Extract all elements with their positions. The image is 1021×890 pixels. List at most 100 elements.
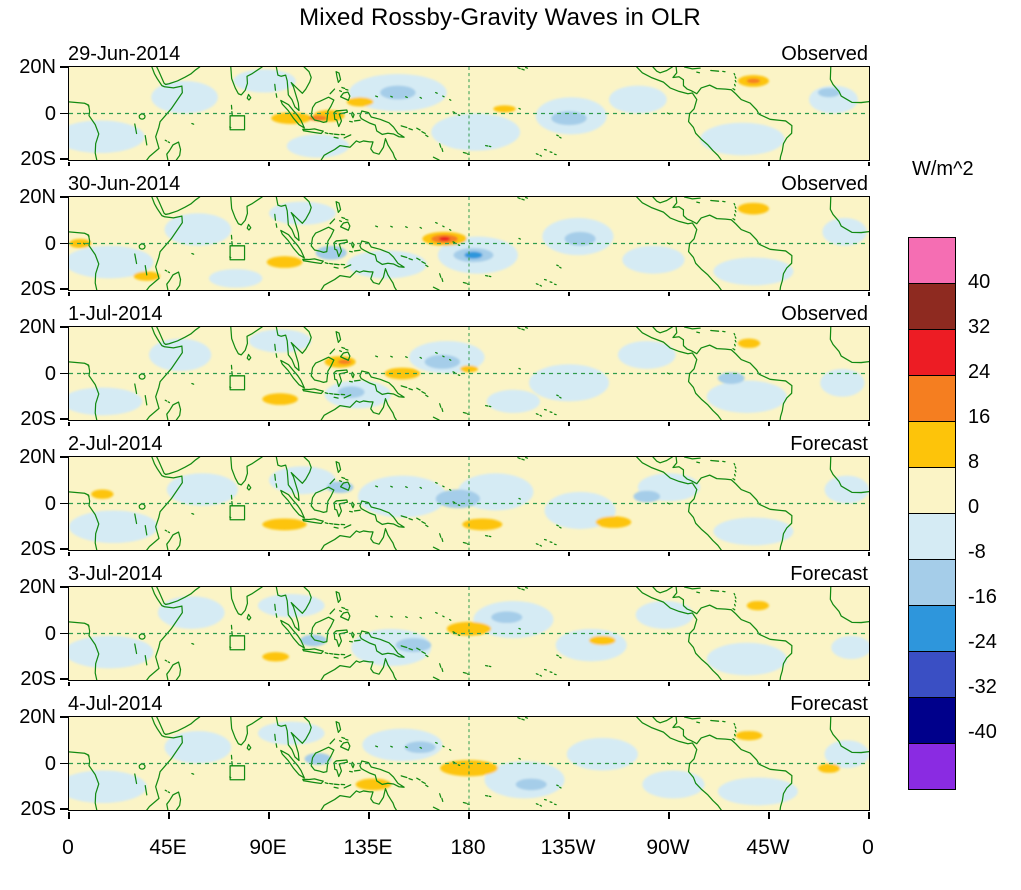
anomaly-blob xyxy=(633,490,661,503)
anomaly-blob xyxy=(713,517,794,546)
anomaly-blob xyxy=(529,364,609,402)
xaxis-tick xyxy=(368,291,370,296)
anomaly-blob xyxy=(337,359,352,365)
yaxis-label-equator: 0 xyxy=(44,103,56,125)
xaxis-tick xyxy=(568,551,570,556)
panel-kind-label: Observed xyxy=(781,173,868,195)
xaxis-tick xyxy=(868,161,870,166)
panel-date: 4-Jul-2014 xyxy=(68,693,163,715)
xaxis-tick xyxy=(268,811,270,819)
xaxis-tick xyxy=(468,811,470,819)
anomaly-blob xyxy=(713,257,794,286)
anomaly-blob xyxy=(493,105,516,113)
yaxis-tick xyxy=(60,716,68,718)
yaxis-tick xyxy=(60,158,68,160)
anomaly-blob xyxy=(249,329,312,353)
yaxis-label-20n: 20N xyxy=(19,186,56,208)
yaxis-tick xyxy=(60,418,68,420)
xaxis-tick xyxy=(568,681,570,686)
anomaly-blob xyxy=(737,338,761,348)
anomaly-blob xyxy=(362,728,443,762)
xaxis-label: 90E xyxy=(249,836,287,859)
xaxis-tick xyxy=(368,681,370,686)
anomaly-blob xyxy=(822,217,867,246)
map-panel: 4-Jul-2014 Forecast 20N 0 20S xyxy=(19,690,870,820)
anomaly-blob xyxy=(257,593,325,618)
panel-kind-label: Observed xyxy=(781,43,868,65)
xaxis-tick xyxy=(268,421,270,426)
yaxis-label-20n: 20N xyxy=(19,706,56,728)
yaxis-label-20n: 20N xyxy=(19,576,56,598)
xaxis-tick xyxy=(268,291,270,296)
colorbar-tick-label: -16 xyxy=(968,586,997,608)
colorbar-cell xyxy=(909,421,955,467)
yaxis-tick xyxy=(60,632,68,635)
colorbar-tick-label: 16 xyxy=(968,406,991,428)
xaxis-tick xyxy=(268,551,270,556)
yaxis-label-20n: 20N xyxy=(19,446,56,468)
colorbar-tick-label: -40 xyxy=(968,721,997,743)
yaxis-tick xyxy=(60,586,68,588)
anomaly-blob xyxy=(735,730,763,741)
xaxis-tick xyxy=(768,811,770,819)
colorbar-tick-label: 40 xyxy=(968,271,991,293)
yaxis-tick xyxy=(60,372,68,375)
xaxis-label: 0 xyxy=(862,836,874,859)
colorbar-units-label: W/m^2 xyxy=(912,158,974,180)
anomaly-blobs xyxy=(69,466,869,546)
anomaly-blob xyxy=(69,387,143,416)
xaxis-tick xyxy=(668,811,670,819)
anomaly-blob xyxy=(595,516,632,528)
xaxis-tick xyxy=(668,161,670,166)
yaxis-tick xyxy=(60,502,68,505)
yaxis-tick xyxy=(60,112,68,115)
yaxis-label-20s: 20S xyxy=(20,538,56,560)
anomaly-blob xyxy=(164,213,232,246)
anomaly-blob xyxy=(69,510,158,544)
xaxis-tick xyxy=(568,291,570,296)
map-panel: 3-Jul-2014 Forecast 20N 0 20S xyxy=(19,560,870,690)
anomaly-blob xyxy=(746,600,769,611)
xaxis-tick xyxy=(168,551,170,556)
anomaly-blob xyxy=(717,777,798,806)
xaxis-tick xyxy=(168,681,170,686)
anomaly-blob xyxy=(817,87,841,98)
anomaly-blob xyxy=(439,236,451,241)
anomaly-blob xyxy=(737,202,769,215)
anomaly-blob xyxy=(133,271,161,281)
yaxis-tick xyxy=(60,288,68,290)
anomaly-blob xyxy=(817,763,841,773)
map-panel: 30-Jun-2014 Observed 20N 0 20S xyxy=(19,170,870,300)
xaxis-tick xyxy=(768,291,770,296)
anomaly-blob xyxy=(304,753,332,765)
xaxis-tick xyxy=(468,681,470,686)
anomaly-blob xyxy=(491,611,523,624)
xaxis-tick xyxy=(868,291,870,296)
anomaly-blob xyxy=(346,97,374,107)
colorbar-cell xyxy=(909,238,955,283)
xaxis-tick xyxy=(368,811,370,819)
anomaly-blob xyxy=(266,256,303,268)
anomaly-blob xyxy=(300,634,327,647)
xaxis-tick xyxy=(68,681,70,686)
map-canvas xyxy=(69,717,869,810)
anomaly-blob xyxy=(164,730,232,764)
panel-header: 2-Jul-2014 Forecast xyxy=(68,430,868,456)
xaxis-label: 45W xyxy=(746,836,790,859)
map-panel: 29-Jun-2014 Observed 20N 0 20S xyxy=(19,40,870,170)
xaxis-tick xyxy=(768,681,770,686)
anomaly-blob xyxy=(564,231,596,246)
map-canvas xyxy=(69,457,869,550)
xaxis-tick xyxy=(168,421,170,426)
panel-stack: 29-Jun-2014 Observed 20N 0 20S 30-Jun-20… xyxy=(19,40,870,820)
anomaly-blob xyxy=(824,740,869,769)
xaxis-tick xyxy=(468,551,470,556)
anomaly-blob xyxy=(384,367,421,380)
anomaly-blobs xyxy=(69,721,869,806)
colorbar-tick-label: 0 xyxy=(968,496,980,518)
anomaly-blob xyxy=(609,85,667,114)
map-canvas xyxy=(69,587,869,680)
yaxis-label-equator: 0 xyxy=(44,753,56,775)
xaxis-tick xyxy=(868,551,870,556)
